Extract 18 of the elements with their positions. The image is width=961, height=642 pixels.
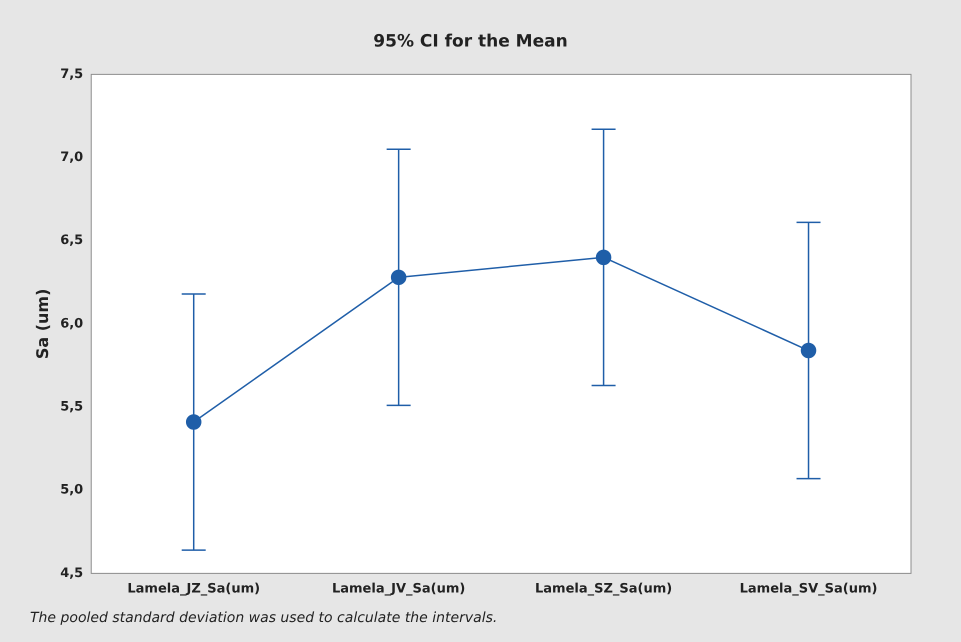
y-axis-title: Sa (um) <box>32 288 52 360</box>
y-tick-label: 5,5 <box>60 399 84 414</box>
x-tick-label: Lamela_JZ_Sa(um) <box>127 582 260 597</box>
x-tick-label: Lamela_JV_Sa(um) <box>332 582 466 597</box>
y-tick-label: 5,0 <box>60 482 84 498</box>
y-tick-label: 6,0 <box>60 316 84 332</box>
point <box>596 250 612 266</box>
y-tick-label: 7,0 <box>60 150 84 165</box>
point <box>800 342 816 358</box>
chart-title: 95% CI for the Mean <box>373 32 568 52</box>
x-tick-label: Lamela_SZ_Sa(um) <box>534 582 672 597</box>
y-tick-label: 4,5 <box>60 566 84 581</box>
x-tick-label: Lamela_SV_Sa(um) <box>740 582 878 597</box>
y-tick-label: 6,5 <box>60 233 84 248</box>
point <box>186 414 202 430</box>
y-tick-label: 7,5 <box>60 66 84 82</box>
point <box>390 270 406 286</box>
text: The pooled standard deviation was used to calculate the intervals. <box>30 610 498 626</box>
